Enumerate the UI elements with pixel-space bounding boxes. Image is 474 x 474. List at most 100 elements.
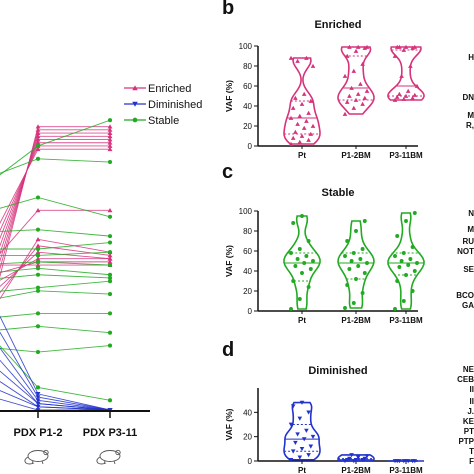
data-point: [412, 92, 418, 97]
legend-label: Enriched: [148, 83, 191, 95]
data-point: [107, 259, 113, 264]
x-tick-label: P3-11BM: [389, 316, 423, 325]
y-tick-label: 100: [239, 207, 253, 216]
mouse-tail: [24, 456, 35, 465]
y-tick-label: 40: [243, 408, 252, 417]
data-point: [35, 137, 41, 142]
data-point: [304, 428, 309, 433]
data-point: [107, 124, 113, 129]
data-point: [362, 456, 368, 461]
data-point: [306, 285, 311, 289]
x-tick-label: P3-11BM: [389, 466, 423, 474]
data-point: [107, 398, 113, 403]
data-point: [35, 236, 41, 242]
y-tick-label: 40: [243, 102, 252, 111]
y-axis-label: VAF (%): [224, 80, 234, 112]
violin-panel-c: c Stable 0 20 40 60 80 100 VAF (%) Pt P1-2BM P3-11B…: [222, 161, 425, 325]
panel-title: Stable: [321, 187, 354, 199]
y-tick-label: 80: [243, 62, 252, 71]
series-line: [0, 148, 110, 224]
data-point: [397, 265, 402, 269]
data-point: [107, 140, 113, 145]
data-point: [412, 269, 417, 273]
data-point: [35, 259, 41, 264]
y-tick-label: 60: [243, 82, 252, 91]
series-line: [0, 280, 111, 292]
data-point: [35, 133, 41, 139]
data-point: [393, 307, 397, 311]
mouse-icon: [96, 449, 121, 465]
data-point: [35, 253, 41, 258]
y-tick-label: 0: [248, 142, 253, 151]
data-point: [35, 404, 41, 410]
data-point: [397, 44, 402, 49]
violin-panel-d: d Diminished 0 20 40 VAF (%) Pt P1-2BM P3-11BM: [222, 339, 424, 474]
data-point: [308, 444, 314, 449]
violin-body: [337, 454, 375, 462]
data-point: [107, 133, 113, 139]
data-point: [35, 391, 41, 397]
data-point: [343, 306, 347, 310]
data-point: [107, 263, 113, 268]
gene-label: II: [470, 385, 474, 394]
data-point: [392, 53, 398, 58]
y-tick-label: 20: [243, 433, 252, 442]
data-point: [107, 343, 113, 348]
data-point: [345, 283, 350, 287]
data-point: [288, 422, 294, 427]
data-point: [308, 98, 314, 103]
data-point: [403, 93, 409, 98]
data-point: [291, 279, 296, 283]
data-point: [362, 271, 367, 275]
data-point: [288, 457, 294, 463]
series-line: [0, 274, 111, 279]
x-tick-label: P1-2BM: [341, 466, 371, 474]
violin-body: [387, 46, 425, 101]
data-point: [297, 416, 303, 421]
data-point: [355, 44, 361, 49]
series-line: [0, 347, 111, 411]
data-point: [395, 234, 400, 238]
data-point: [107, 146, 113, 152]
data-point: [412, 459, 418, 464]
y-tick-label: 0: [248, 457, 253, 466]
line-panel: PDX P1-2 PDX P3-11 Enriched Diminished Stabl…: [0, 83, 202, 465]
mouse-leg: [113, 460, 116, 465]
data-point: [349, 259, 354, 263]
mouse-leg: [41, 460, 44, 465]
data-point: [297, 247, 302, 251]
mouse-ear: [115, 449, 121, 456]
data-point: [107, 207, 113, 213]
data-point: [35, 127, 41, 132]
data-point: [351, 459, 357, 464]
series-line: [0, 290, 111, 299]
data-point: [293, 129, 298, 134]
data-point: [295, 58, 300, 63]
data-point: [311, 259, 315, 263]
data-point: [308, 267, 313, 271]
data-point: [308, 131, 314, 136]
mouse-body: [27, 450, 49, 462]
data-point: [304, 118, 309, 123]
data-point: [306, 110, 311, 115]
data-point: [408, 257, 413, 261]
gene-label: PT: [464, 427, 474, 436]
gene-label: GA: [462, 301, 474, 310]
data-point: [342, 73, 348, 78]
data-point: [295, 432, 300, 437]
data-point: [353, 48, 359, 53]
data-point: [404, 219, 408, 223]
data-point: [344, 53, 350, 58]
data-point: [35, 262, 41, 268]
data-point: [399, 73, 404, 78]
data-point: [35, 227, 41, 232]
data-point: [401, 299, 406, 303]
data-point: [288, 55, 294, 60]
series-line: [0, 135, 110, 255]
data-point: [364, 44, 370, 49]
x-tick-label: Pt: [298, 316, 306, 325]
data-point: [107, 234, 113, 239]
data-point: [355, 455, 361, 460]
data-point: [351, 105, 357, 110]
series-line: [0, 325, 111, 334]
